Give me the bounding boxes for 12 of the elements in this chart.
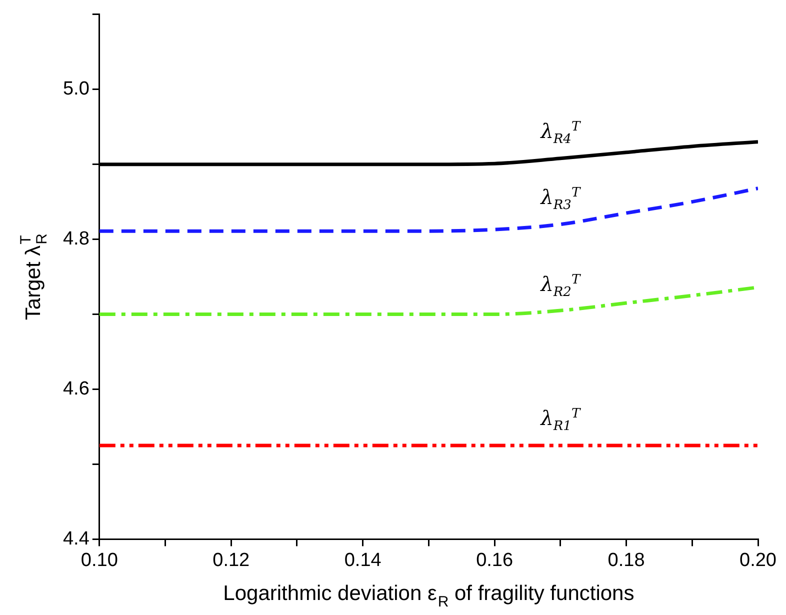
y-tick-label: 4.8 [62, 228, 90, 250]
line-series [99, 186, 758, 233]
y-tick-label: 5.0 [62, 78, 90, 100]
x-tick-label: 0.18 [608, 550, 645, 571]
x-tick-label: 0.10 [80, 550, 118, 571]
x-tick-label: 0.14 [344, 550, 382, 571]
y-tick-label: 4.4 [62, 528, 90, 550]
x-tick-label: 0.20 [740, 550, 776, 571]
y-axis-title: Target λRT [18, 233, 50, 320]
y-tick-label: 4.6 [62, 378, 90, 400]
x-tick-label: 0.16 [476, 550, 514, 571]
x-tick-label: 0.12 [212, 550, 250, 571]
